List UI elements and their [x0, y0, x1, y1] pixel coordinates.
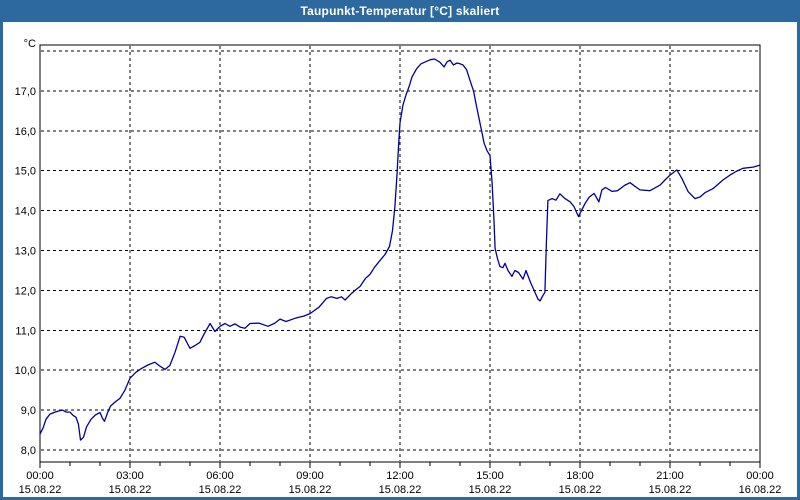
x-tick-label-time: 15:00 — [476, 470, 504, 482]
x-tick-label-time: 12:00 — [386, 470, 414, 482]
y-tick-label: 10,0 — [15, 365, 36, 377]
y-tick-label: 9,0 — [21, 405, 36, 417]
x-tick-label-time: 18:00 — [566, 470, 594, 482]
x-tick-label-time: 21:00 — [656, 470, 684, 482]
y-axis-unit-label: °C — [24, 38, 36, 50]
x-tick-label-time: 00:00 — [26, 470, 54, 482]
x-tick-label-date: 15.08.22 — [379, 484, 422, 496]
title-bar: Taupunkt-Temperatur [°C] skaliert — [0, 0, 800, 22]
x-tick-label-date: 15.08.22 — [469, 484, 512, 496]
x-tick-label-date: 15.08.22 — [649, 484, 692, 496]
x-tick-label-date: 16.08.22 — [739, 484, 782, 496]
chart-title: Taupunkt-Temperatur [°C] skaliert — [300, 4, 500, 18]
x-tick-label-time: 00:00 — [746, 470, 774, 482]
x-tick-label-date: 15.08.22 — [109, 484, 152, 496]
x-tick-label-time: 03:00 — [116, 470, 144, 482]
y-tick-label: 17,0 — [15, 86, 36, 98]
y-tick-label: 11,0 — [15, 325, 36, 337]
x-tick-label-date: 15.08.22 — [199, 484, 242, 496]
x-tick-label-time: 06:00 — [206, 470, 234, 482]
x-tick-label-time: 09:00 — [296, 470, 324, 482]
chart-container: °C 8,0 9,0 10,0 11,0 12,0 13,0 14,0 15,0 16,0 17,0… — [3, 22, 797, 497]
x-tick-label-date: 15.08.22 — [559, 484, 602, 496]
temperature-series-line — [39, 58, 761, 441]
x-tick-label-date: 15.08.22 — [19, 484, 62, 496]
y-tick-label: 16,0 — [15, 126, 36, 138]
y-tick-label: 14,0 — [15, 206, 36, 218]
y-tick-label: 15,0 — [15, 166, 36, 178]
x-tick-label-date: 15.08.22 — [289, 484, 332, 496]
y-tick-label: 13,0 — [15, 246, 36, 258]
y-tick-label: 12,0 — [15, 285, 36, 297]
line-chart: °C 8,0 9,0 10,0 11,0 12,0 13,0 14,0 15,0 16,0 17,0… — [15, 38, 782, 496]
y-tick-label: 8,0 — [21, 445, 36, 457]
